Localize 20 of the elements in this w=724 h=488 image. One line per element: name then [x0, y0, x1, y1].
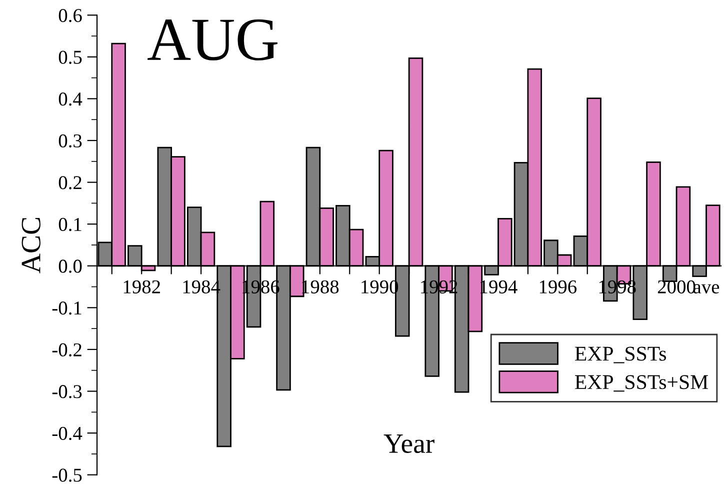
- y-tick-label: 0.0: [58, 260, 82, 273]
- legend-label: EXP_SSTs: [575, 346, 666, 364]
- y-tick-label: -0.5: [52, 468, 82, 482]
- y-tick-label: 0.3: [58, 134, 82, 148]
- y-tick-label: -0.2: [52, 343, 82, 356]
- y-tick-label: -0.4: [52, 426, 82, 440]
- y-tick-label: 0.4: [58, 92, 82, 106]
- x-axis-title: Year: [384, 434, 434, 453]
- y-tick-label: -0.3: [52, 385, 82, 398]
- chart-title: AUG: [148, 19, 278, 60]
- x-tick-label: 1982: [124, 280, 160, 294]
- y-tick-label: 0.2: [58, 176, 82, 190]
- x-tick-label: ave: [693, 284, 720, 294]
- y-tick-label: 0.1: [58, 218, 82, 232]
- y-tick-label: 0.5: [58, 50, 82, 64]
- x-tick-label: 1996: [540, 280, 577, 294]
- legend-label: EXP_SSTs+SM: [575, 375, 708, 392]
- y-tick-label: -0.1: [52, 301, 82, 315]
- y-axis-title: ACC: [22, 218, 40, 274]
- y-tick-label: 0.6: [58, 8, 82, 22]
